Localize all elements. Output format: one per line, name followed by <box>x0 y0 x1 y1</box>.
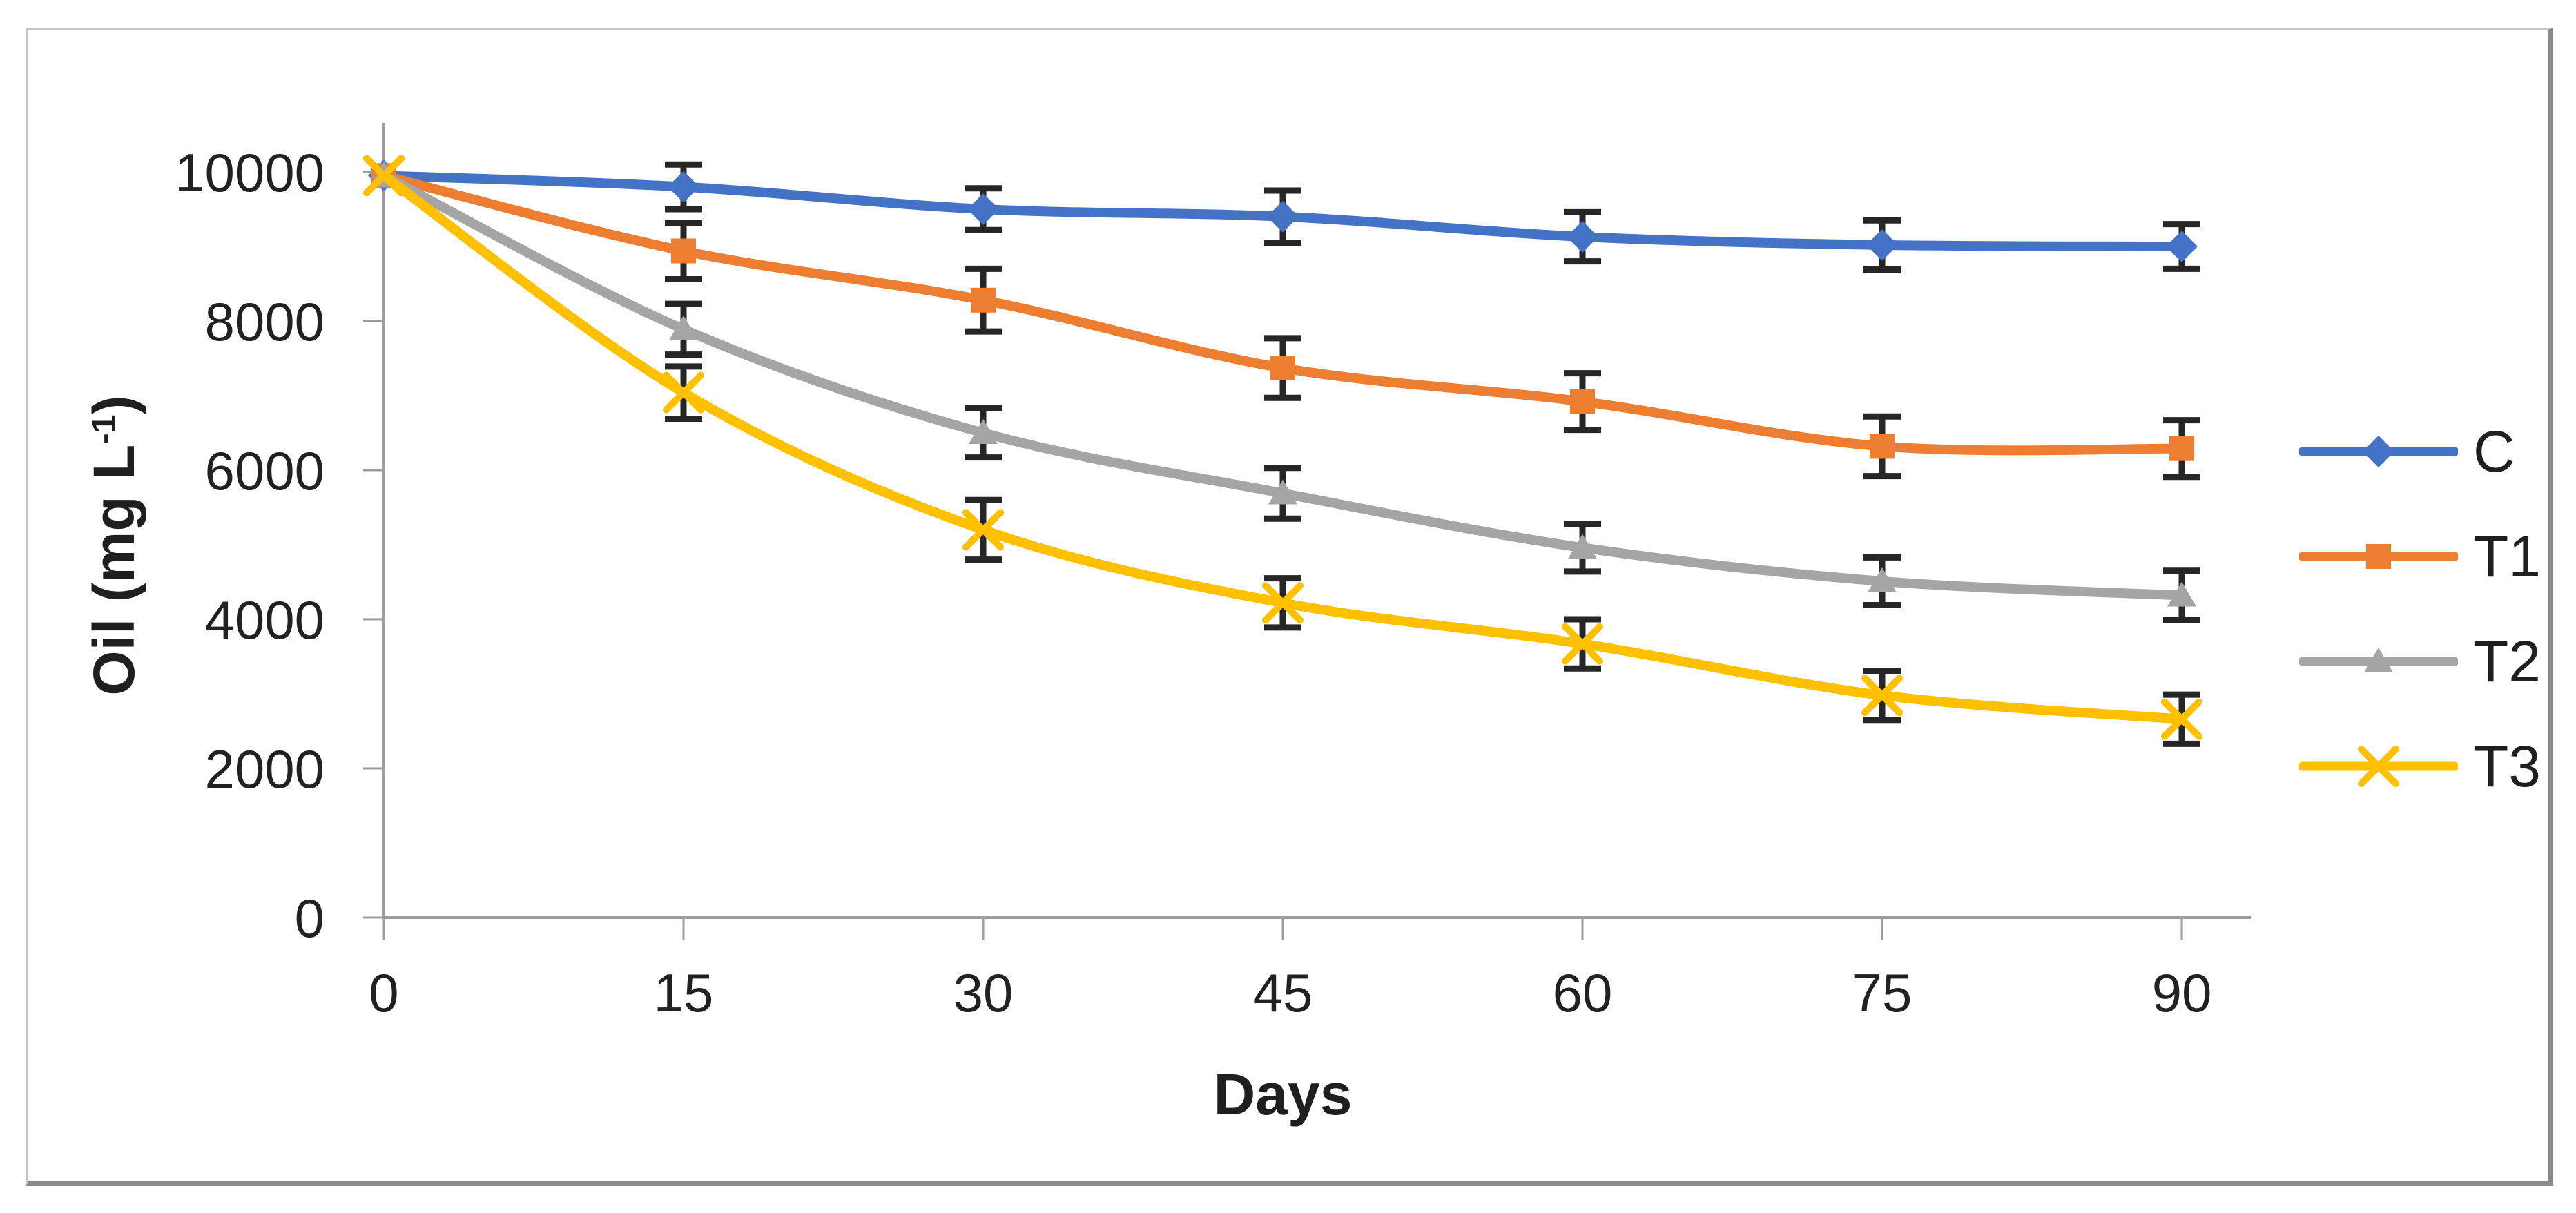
legend-label: T3 <box>2473 733 2541 799</box>
x-tick-label: 90 <box>2152 962 2212 1023</box>
y-axis-title-suffix: ) <box>81 395 146 415</box>
legend-marker-icon <box>2299 746 2458 787</box>
data-point-marker-diamond <box>668 171 699 203</box>
x-tick-label: 15 <box>654 962 714 1023</box>
data-point-marker-triangle <box>969 419 998 444</box>
data-point-marker-triangle <box>2167 581 2196 607</box>
data-point-marker-square <box>1870 434 1895 459</box>
data-point-marker-x <box>1861 675 1903 717</box>
data-point-marker-triangle <box>1568 534 1597 559</box>
data-point-marker-x <box>1262 582 1304 624</box>
y-tick-label: 0 <box>295 888 325 949</box>
x-tick-label: 75 <box>1852 962 1912 1023</box>
data-point-marker-diamond <box>1567 220 1598 253</box>
legend-marker-icon <box>2299 544 2458 569</box>
data-point-marker-x <box>2358 746 2399 787</box>
data-point-marker-x <box>663 371 704 414</box>
data-point-marker-square <box>971 287 996 313</box>
data-point-marker-diamond <box>2363 436 2394 467</box>
data-point-marker-diamond <box>1866 229 1898 261</box>
y-tick-label: 10000 <box>175 142 325 203</box>
legend-marker-icon <box>2299 436 2458 467</box>
data-point-marker-triangle <box>2364 648 2393 672</box>
legend-item-t2: T2 <box>2299 609 2541 714</box>
data-point-marker-square <box>2169 436 2194 461</box>
y-axis-title: Oil (mg L-1) <box>79 266 148 825</box>
data-point-marker-diamond <box>2166 231 2198 262</box>
x-axis-title: Days <box>1213 1062 1353 1127</box>
legend-item-c: C <box>2299 399 2541 504</box>
legend-label: T2 <box>2473 628 2541 694</box>
y-axis-title-text: Oil (mg L <box>81 444 146 696</box>
legend-item-t1: T1 <box>2299 504 2541 609</box>
chart-legend: C T1 T2 T3 <box>2299 399 2541 819</box>
y-axis-title-superscript: -1 <box>86 414 124 445</box>
legend-marker-icon <box>2299 648 2458 672</box>
x-tick-label: 60 <box>1553 962 1613 1023</box>
data-point-marker-diamond <box>967 193 999 225</box>
data-point-marker-x <box>2161 698 2202 740</box>
data-point-marker-x <box>962 509 1004 551</box>
x-tick-label: 45 <box>1253 962 1313 1023</box>
data-point-marker-square <box>671 238 696 264</box>
data-point-marker-triangle <box>1868 567 1897 592</box>
legend-label: T1 <box>2473 523 2541 589</box>
data-point-marker-x <box>1562 623 1603 665</box>
series-c <box>368 159 2200 273</box>
data-point-marker-diamond <box>1267 200 1299 233</box>
data-point-marker-triangle <box>1268 479 1297 505</box>
series-t3 <box>363 155 2202 747</box>
y-tick-label: 6000 <box>204 440 325 501</box>
legend-item-t3: T3 <box>2299 714 2541 819</box>
y-tick-label: 8000 <box>204 291 325 352</box>
data-point-marker-square <box>2366 544 2391 569</box>
data-point-marker-square <box>1270 356 1295 381</box>
data-point-marker-x <box>363 155 405 197</box>
y-tick-label: 4000 <box>204 590 325 650</box>
legend-label: C <box>2473 418 2515 484</box>
y-tick-label: 2000 <box>204 739 325 799</box>
x-tick-label: 30 <box>953 962 1014 1023</box>
x-tick-label: 0 <box>369 962 398 1023</box>
data-point-marker-triangle <box>669 315 698 340</box>
series-t2 <box>369 162 2200 623</box>
data-point-marker-square <box>1570 389 1595 414</box>
